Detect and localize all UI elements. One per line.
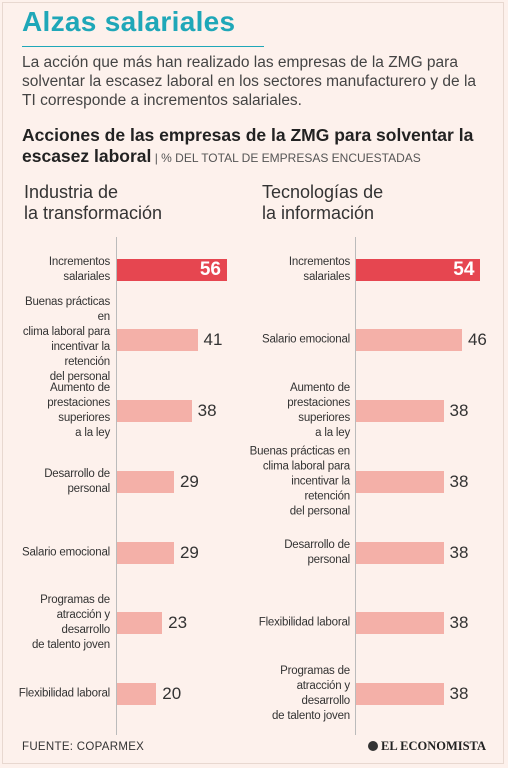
category-label: Desarrollo de personal xyxy=(44,468,110,495)
panel-title-1: Industria de la transformación xyxy=(24,182,163,223)
bar xyxy=(356,259,481,281)
chart-subtitle-text: Acciones de las empresas de la ZMG para … xyxy=(22,125,474,166)
category-label: Buenas prácticas en clima laboral para inc… xyxy=(249,445,351,518)
intro-text: La acción que más han realizado las empr… xyxy=(22,54,477,109)
data-label: 38 xyxy=(449,613,469,632)
data-label: 46 xyxy=(467,330,487,349)
category-label: Salario emocional xyxy=(21,546,110,559)
data-label: 23 xyxy=(168,613,188,632)
data-label: 29 xyxy=(179,543,199,562)
data-label: 38 xyxy=(449,401,469,420)
axis-line-1 xyxy=(116,237,117,735)
bar xyxy=(356,683,444,705)
bar xyxy=(117,471,174,493)
bar xyxy=(117,683,157,705)
bar xyxy=(356,612,444,634)
bar xyxy=(117,400,192,422)
bar xyxy=(117,612,163,634)
source-note: FUENTE: COPARMEX xyxy=(22,741,145,753)
bar xyxy=(117,329,198,351)
category-label: Salario emocional xyxy=(261,333,350,346)
panel-title-2: Tecnologías de la información xyxy=(262,182,384,223)
category-label: Programas de atracción y desarrollo de tal… xyxy=(271,665,350,722)
category-label: Incrementos salariales xyxy=(48,256,110,283)
data-label: 54 xyxy=(453,259,475,280)
category-label: Aumento de prestaciones superiores a la le… xyxy=(47,382,110,439)
data-label: 56 xyxy=(199,259,221,280)
chart-subtitle-note: | % DEL TOTAL DE EMPRESAS ENCUESTADAS xyxy=(151,151,421,165)
category-label: Buenas prácticas en clima laboral para inc… xyxy=(22,296,110,383)
data-label: 29 xyxy=(179,472,199,491)
data-label: 41 xyxy=(203,330,223,349)
category-label: Aumento de prestaciones superiores a la le… xyxy=(287,382,350,439)
category-label: Desarrollo de personal xyxy=(284,539,350,566)
logo-icon xyxy=(368,741,378,751)
category-label: Flexibilidad laboral xyxy=(18,687,110,700)
axis-line-2 xyxy=(355,237,356,735)
chart-subtitle: Acciones de las empresas de la ZMG para … xyxy=(22,125,492,169)
category-label: Flexibilidad laboral xyxy=(258,616,350,629)
logo-text: EL ECONOMISTA xyxy=(381,739,486,753)
bar xyxy=(356,400,444,422)
bar xyxy=(117,542,174,564)
bar xyxy=(356,471,444,493)
data-label: 20 xyxy=(162,684,182,703)
title-underline xyxy=(22,46,264,47)
data-label: 38 xyxy=(449,543,469,562)
category-label: Programas de atracción y desarrollo de tal… xyxy=(31,594,110,651)
bar xyxy=(356,329,462,351)
category-label: Incrementos salariales xyxy=(288,256,350,283)
bar xyxy=(117,259,227,281)
page-title: Alzas salariales xyxy=(22,6,236,37)
data-label: 38 xyxy=(449,472,469,491)
data-label: 38 xyxy=(449,684,469,703)
publisher-logo: EL ECONOMISTA xyxy=(368,739,486,754)
data-label: 38 xyxy=(197,401,217,420)
bar xyxy=(356,542,444,564)
